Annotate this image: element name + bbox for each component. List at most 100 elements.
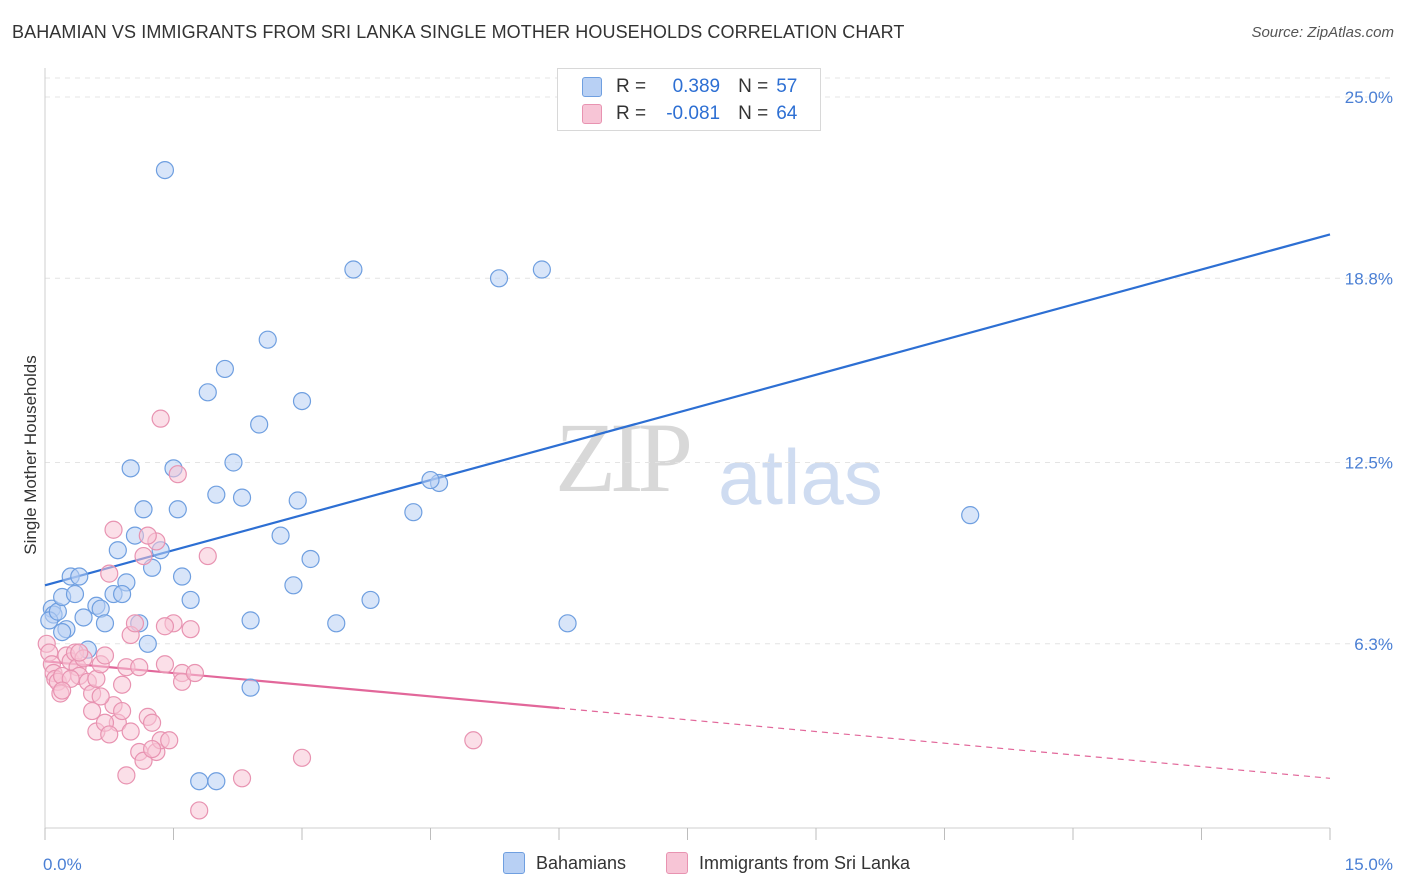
sri-lanka-swatch: [582, 104, 602, 124]
x-tick-label: 15.0%: [1345, 855, 1393, 874]
bahamian-point: [258, 330, 277, 349]
bahamian-point: [271, 526, 290, 545]
bahamian-point: [108, 541, 127, 560]
bahamian-point: [558, 614, 577, 633]
sri-lanka-point: [142, 739, 162, 759]
sri-lanka-point: [198, 546, 217, 566]
r-value: 0.389: [672, 76, 721, 97]
sri-lanka-point: [181, 620, 200, 639]
tick-labels: 6.3% 12.5% 18.8% 25.0% 0.0% 15.0%: [43, 88, 1393, 874]
y-tick-label: 25.0%: [1345, 88, 1393, 107]
bahamian-point: [241, 611, 260, 630]
n-value: 64: [776, 103, 798, 124]
sri-lanka-point: [134, 546, 153, 566]
source-label: Source: ZipAtlas.com: [1251, 24, 1394, 41]
sri-lanka-point: [91, 687, 110, 706]
x-tick-label: 0.0%: [43, 855, 82, 874]
sri-lanka-point: [155, 655, 175, 674]
data-points: [37, 161, 980, 820]
sri-lanka-point: [83, 701, 102, 721]
bahamian-point: [134, 500, 153, 519]
trend-lines: [44, 233, 1331, 779]
n-label: N =: [738, 103, 769, 124]
bahamian-point: [301, 549, 320, 569]
legend-label: Bahamians: [536, 852, 627, 873]
y-tick-label: 6.3%: [1354, 635, 1393, 654]
bahamian-point: [327, 614, 346, 633]
series-legend: Bahamians Immigrants from Sri Lanka: [0, 852, 1406, 876]
bahamians-swatch: [582, 77, 602, 97]
bahamian-point: [232, 488, 252, 507]
bahamian-point: [250, 415, 269, 434]
sri-lanka-point: [70, 643, 89, 662]
sri-lanka-point: [100, 564, 119, 583]
bahamian-point: [190, 772, 209, 791]
grid-lines: [45, 77, 1395, 645]
bahamian-point: [74, 608, 93, 627]
bahamian-point: [207, 772, 226, 791]
bahamians-swatch: [503, 852, 525, 874]
bahamian-point: [65, 584, 85, 604]
bahamian-point: [224, 453, 243, 472]
legend-row-sri-lanka: R = -0.081 N = 64: [582, 102, 797, 126]
bahamian-point: [198, 383, 217, 402]
sri-lanka-point: [100, 725, 119, 744]
sri-lanka-point: [117, 766, 136, 785]
bahamian-point: [489, 269, 509, 288]
bahamian-point: [961, 506, 980, 525]
watermark-zip: ZIP: [555, 402, 693, 513]
bahamian-point: [155, 161, 175, 180]
r-label: R =: [616, 76, 647, 97]
sri-lanka-point: [172, 672, 192, 691]
correlation-legend: R = 0.389 N = 57 R = -0.081 N = 64: [557, 68, 821, 131]
watermark-atlas: atlas: [718, 433, 883, 521]
bahamian-point: [70, 567, 89, 586]
sri-lanka-point: [125, 614, 145, 633]
y-axis-label: Single Mother Households: [21, 355, 40, 554]
legend-label: Immigrants from Sri Lanka: [699, 852, 911, 873]
trend-line-sri-lanka-extrapolated: [558, 707, 1331, 779]
bahamian-point: [181, 590, 200, 610]
bahamian-point: [288, 491, 307, 510]
y-tick-label: 18.8%: [1345, 269, 1393, 288]
sri-lanka-point: [138, 526, 157, 545]
bahamian-point: [95, 614, 115, 633]
legend-item-sri-lanka[interactable]: Immigrants from Sri Lanka: [666, 852, 910, 874]
legend-item-bahamians[interactable]: Bahamians: [503, 852, 626, 874]
bahamian-point: [404, 503, 423, 522]
bahamian-point: [53, 622, 72, 642]
y-tick-label: 12.5%: [1345, 454, 1393, 473]
sri-lanka-point: [112, 675, 132, 694]
bahamian-point: [138, 634, 157, 653]
bahamian-point: [215, 359, 234, 379]
legend-row-bahamians: R = 0.389 N = 57: [582, 75, 797, 99]
bahamian-point: [292, 391, 312, 411]
bahamian-point: [172, 567, 192, 586]
bahamian-point: [344, 260, 363, 279]
sri-lanka-point: [292, 748, 312, 767]
bahamian-point: [241, 678, 260, 697]
sri-lanka-swatch: [666, 852, 688, 874]
sri-lanka-point: [121, 722, 140, 741]
sri-lanka-point: [104, 520, 123, 539]
chart-title: BAHAMIAN VS IMMIGRANTS FROM SRI LANKA SI…: [12, 22, 905, 42]
bahamian-point: [532, 260, 551, 279]
bahamian-point: [361, 590, 380, 610]
sri-lanka-point: [151, 409, 170, 428]
sri-lanka-point: [232, 769, 252, 788]
bahamian-point: [112, 584, 132, 604]
sri-lanka-point: [155, 617, 175, 636]
sri-lanka-point: [160, 731, 179, 750]
sri-lanka-point: [464, 731, 483, 750]
sri-lanka-point: [130, 658, 149, 677]
bahamian-point: [207, 485, 226, 504]
sri-lanka-point: [53, 681, 72, 700]
r-label: R =: [616, 103, 647, 124]
trend-line-bahamians: [44, 233, 1331, 587]
sri-lanka-point: [168, 465, 187, 484]
bahamian-point: [421, 470, 440, 490]
n-value: 57: [776, 76, 798, 97]
sri-lanka-point: [190, 801, 209, 820]
sri-lanka-point: [112, 701, 132, 721]
